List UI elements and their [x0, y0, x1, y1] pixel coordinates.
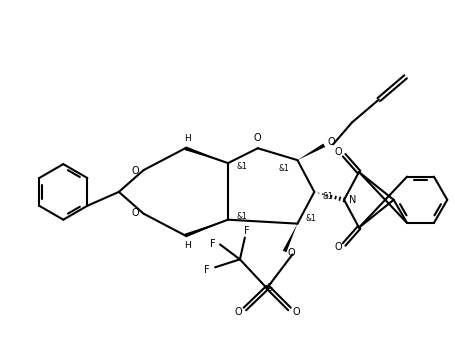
Polygon shape [184, 146, 228, 163]
Text: O: O [131, 208, 139, 218]
Text: H: H [183, 241, 190, 250]
Text: &1: &1 [236, 212, 247, 221]
Text: H: H [183, 134, 190, 143]
Text: O: O [233, 307, 241, 317]
Text: &1: &1 [278, 164, 288, 172]
Text: O: O [334, 242, 341, 252]
Text: N: N [348, 195, 356, 205]
Text: O: O [327, 137, 334, 147]
Text: O: O [131, 166, 139, 176]
Text: F: F [204, 265, 209, 275]
Text: O: O [287, 248, 295, 258]
Text: O: O [292, 307, 299, 317]
Polygon shape [282, 223, 297, 252]
Text: &1: &1 [236, 162, 247, 171]
Text: O: O [334, 147, 341, 157]
Polygon shape [184, 220, 228, 237]
Text: S: S [266, 283, 272, 293]
Text: &1: &1 [305, 214, 316, 223]
Text: F: F [243, 226, 249, 236]
Polygon shape [297, 144, 324, 160]
Text: F: F [210, 240, 216, 250]
Text: &1: &1 [322, 192, 333, 201]
Text: O: O [253, 133, 261, 143]
